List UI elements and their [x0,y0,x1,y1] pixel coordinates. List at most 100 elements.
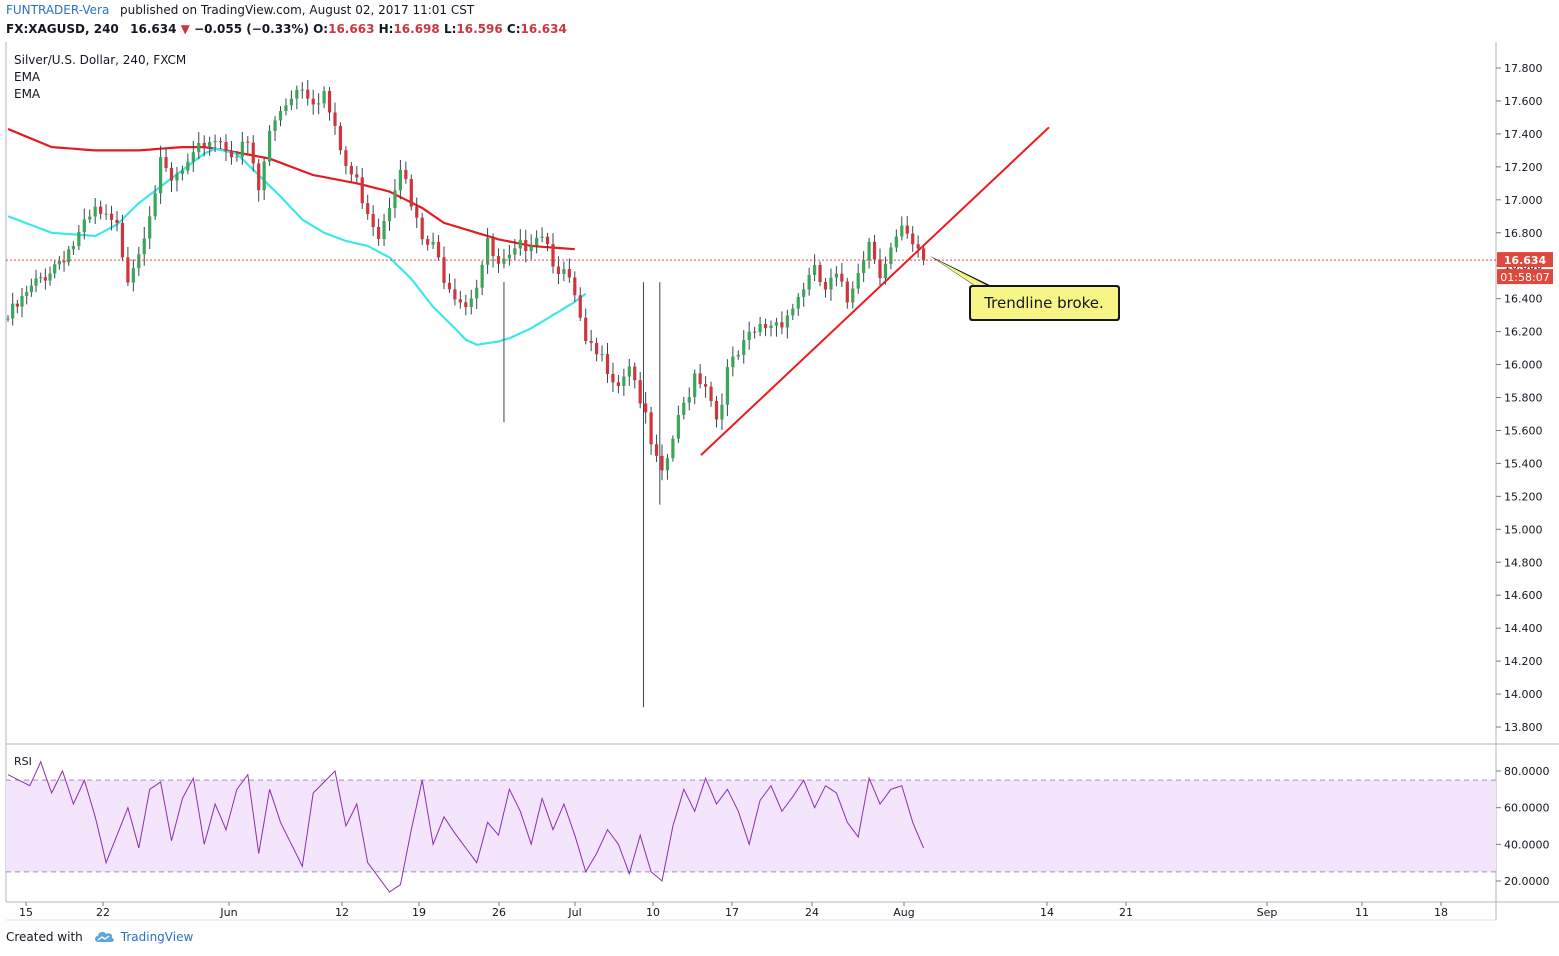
low-label: L: [443,22,457,36]
down-arrow-icon: ▼ [180,22,190,36]
candle-up [431,241,435,245]
tradingview-brand-link[interactable]: TradingView [120,930,194,944]
candle-up [731,356,735,368]
candle-down [823,282,828,290]
tradingview-cloud-icon[interactable] [93,930,115,944]
candle-down [872,241,877,260]
candle-down [360,177,364,204]
candle-down [763,323,768,329]
candle-down [257,163,261,191]
candle-up [834,273,838,278]
price-tick-label: 16.800 [1504,227,1543,240]
candle-up [104,213,108,215]
candle-down [327,91,332,113]
candle-up [665,458,670,471]
candle-down [878,259,882,279]
ohlc-line: FX:XAGUSD, 240 16.634 ▼ −0.055 (−0.33%) … [6,22,567,36]
candle-up [889,247,893,264]
time-tick-label: 24 [805,906,819,919]
price-tick-label: 15.600 [1504,424,1543,437]
candle-down [404,169,408,180]
open-value: 16.663 [328,22,375,36]
candle-up [862,259,866,274]
candle-up [900,225,904,237]
rsi-band-fill [6,780,1496,872]
time-tick-label: 12 [335,906,349,919]
price-tick-label: 16.200 [1504,326,1543,339]
high-label: H: [378,22,394,36]
time-tick-label: 19 [412,906,426,919]
candle-down [218,141,223,143]
candle-up [807,274,811,290]
time-tick-label: 10 [646,906,660,919]
annotation-callout[interactable]: Trendline broke. [930,256,1120,321]
candles [6,79,926,708]
candle-down [349,165,353,175]
candle-up [284,105,288,112]
time-tick-label: Sep [1257,906,1278,919]
candle-up [93,206,97,217]
price-tick-label: 14.200 [1504,655,1543,668]
candle-up [382,221,386,239]
candle-up [6,318,10,320]
price-tick-label: 17.000 [1504,194,1543,207]
candle-down [344,150,348,166]
candle-up [687,397,691,403]
candle-up [856,273,860,289]
candle-up [529,245,533,252]
candle-up [742,340,746,355]
candle-up [486,237,490,265]
candle-up [197,142,201,153]
candle-down [447,282,452,290]
chart-canvas[interactable]: 17.800 17.600 17.400 17.200 17.000 16.800 16.6… [0,42,1559,922]
candle-up [213,141,217,143]
ema-lines [7,127,587,346]
candle-down [905,225,909,234]
candle-up [180,170,184,174]
trendline-segment [700,126,1050,456]
rsi-tick-label: 40.0000 [1504,838,1550,851]
ema-long-line [7,127,575,251]
rsi-axis[interactable]: 80.0000 60.0000 40.0000 20.0000 [1496,765,1550,888]
ema-legend-2[interactable]: EMA [14,87,41,101]
candle-up [175,173,179,181]
candle-up [469,298,473,308]
ema-legend-1[interactable]: EMA [14,70,41,84]
candle-down [115,219,119,223]
candle-up [600,354,604,356]
candle-up [67,249,71,263]
price-axis[interactable]: 17.80017.60017.40017.20017.00016.80016.6… [1496,62,1543,734]
candle-up [191,152,195,162]
price-tick-label: 17.800 [1504,62,1543,75]
candle-down [584,317,588,341]
candle-up [53,264,57,274]
candle-down [589,340,593,343]
candle-up [71,246,75,250]
candle-down [644,403,648,413]
time-tick-label: 14 [1040,906,1054,919]
candle-down [551,244,555,267]
candle-down [567,269,571,278]
rsi-tick-label: 80.0000 [1504,765,1550,778]
candle-down [638,380,642,404]
time-tick-label: Jul [567,906,581,919]
time-tick-label: 15 [19,906,33,919]
candle-down [224,141,228,151]
published-text: published on TradingView.com, August 02,… [119,3,475,17]
candle-down [202,142,206,148]
candle-up [796,296,800,309]
candle-up [142,238,146,255]
candle-down [654,444,659,456]
author-link[interactable]: FUNTRADER-Vera [6,3,110,17]
price-tick-label: 17.400 [1504,128,1543,141]
time-axis[interactable]: 15 22 Jun 12 19 26 Jul 10 17 24 Aug 14 21 Sep 11 18 [19,902,1448,919]
candle-up [387,207,392,222]
candle-up [851,288,855,303]
candle-up [153,193,157,217]
rsi-legend[interactable]: RSI [14,755,32,768]
candle-up [867,241,871,260]
chart-frame [5,42,1559,921]
candle-down [840,273,844,282]
time-tick-label: 22 [96,906,110,919]
trendline[interactable] [700,126,1050,456]
